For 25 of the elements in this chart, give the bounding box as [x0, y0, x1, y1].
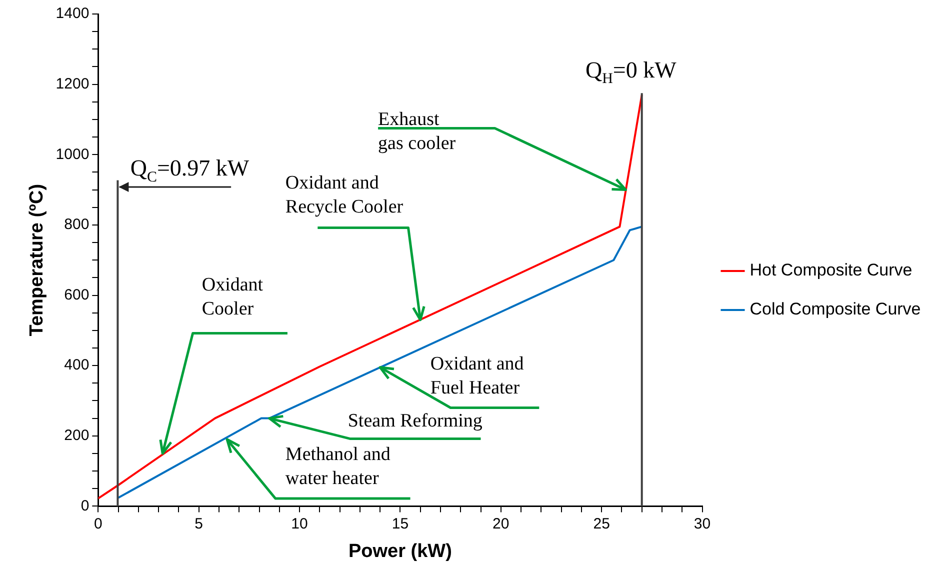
annotation: Oxidant Cooler: [202, 274, 264, 320]
y-tick-label: 1400: [56, 5, 90, 22]
y-tick-label: 0: [80, 497, 90, 514]
legend-label: Cold Composite Curve: [750, 300, 921, 319]
y-tick-label: 1200: [56, 75, 90, 92]
x-tick-label: 15: [392, 515, 409, 532]
x-tick-label: 5: [194, 515, 204, 532]
annotation: Methanol and water heater: [285, 444, 391, 490]
y-tick-label: 800: [64, 216, 90, 234]
annotation: Exhaust gas cooler: [378, 109, 456, 154]
annotation: Oxidant and Recycle Cooler: [285, 172, 404, 218]
annotation: Steam Reforming: [348, 410, 483, 432]
legend-label: Hot Composite Curve: [750, 260, 912, 280]
y-tick-label: 400: [64, 356, 90, 374]
y-tick-label: 1000: [56, 146, 90, 163]
x-tick-label: 10: [291, 515, 308, 532]
y-axis-title: Temperature (ºC): [26, 184, 48, 336]
x-tick-label: 30: [694, 515, 711, 532]
x-tick-label: 0: [94, 515, 102, 532]
x-axis-title: Power (kW): [348, 540, 452, 562]
x-tick-label: 25: [593, 515, 610, 532]
x-tick-label: 20: [492, 515, 510, 532]
annotation: Oxidant and Fuel Heater: [430, 354, 524, 399]
y-tick-label: 200: [64, 427, 90, 444]
y-tick-label: 600: [64, 286, 90, 304]
